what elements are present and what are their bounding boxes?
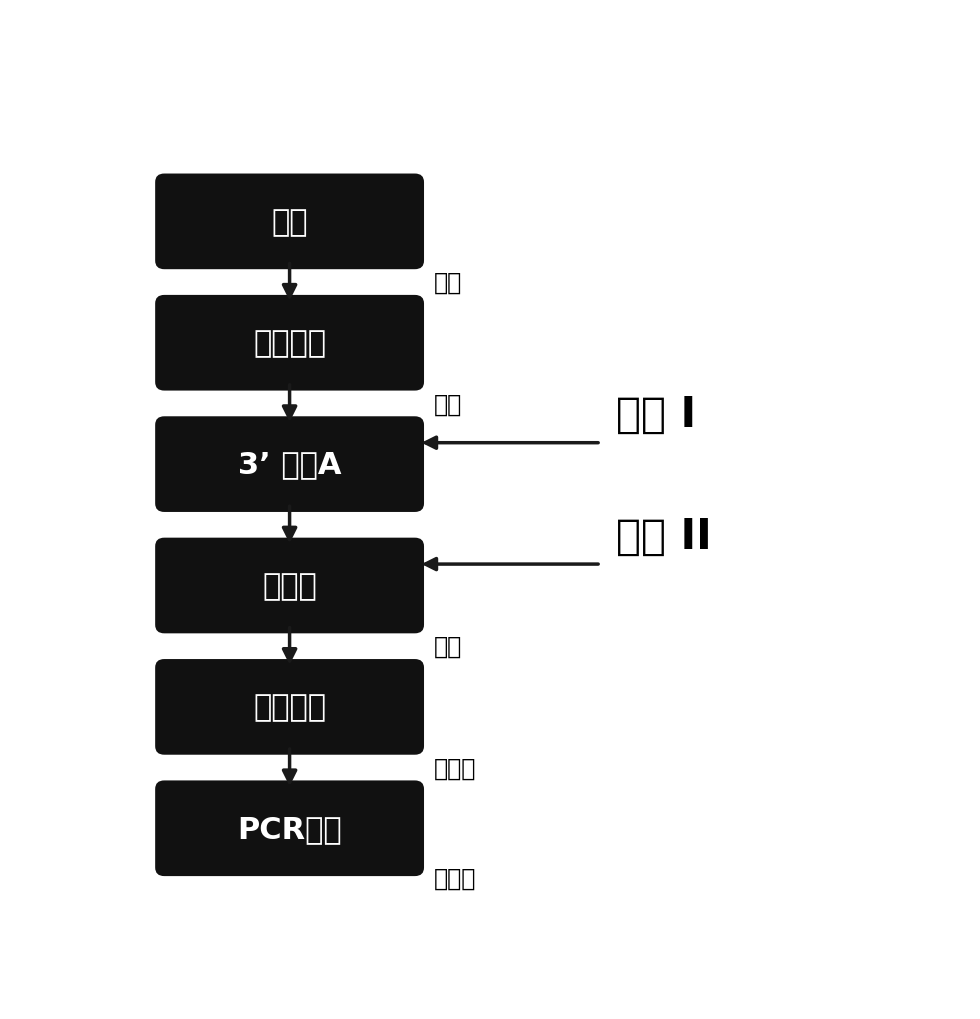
Text: 3’ 端加A: 3’ 端加A	[238, 450, 341, 479]
Text: 试剂 II: 试剂 II	[616, 515, 711, 557]
FancyBboxPatch shape	[155, 781, 424, 876]
Text: 纯化: 纯化	[434, 271, 463, 294]
Text: 胶回收: 胶回收	[434, 756, 476, 780]
Text: 加接头: 加接头	[263, 572, 317, 600]
FancyBboxPatch shape	[155, 296, 424, 391]
Text: 片段选择: 片段选择	[253, 693, 326, 721]
Text: 试剂 I: 试剂 I	[616, 393, 697, 436]
Text: 纯化: 纯化	[434, 392, 463, 416]
Text: 胶回收: 胶回收	[434, 866, 476, 891]
Text: 末端修复: 末端修复	[253, 329, 326, 358]
FancyBboxPatch shape	[155, 538, 424, 634]
Text: 打断: 打断	[271, 208, 308, 236]
FancyBboxPatch shape	[155, 417, 424, 513]
Text: 纯化: 纯化	[434, 635, 463, 658]
FancyBboxPatch shape	[155, 174, 424, 270]
Text: PCR扩增: PCR扩增	[237, 814, 342, 843]
FancyBboxPatch shape	[155, 659, 424, 755]
